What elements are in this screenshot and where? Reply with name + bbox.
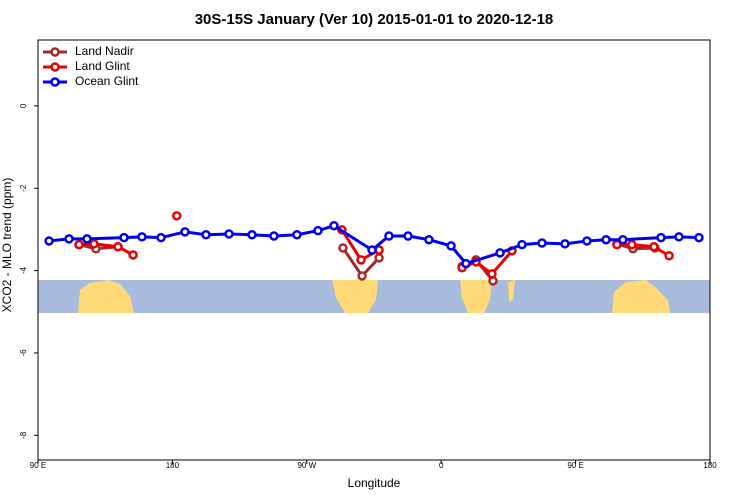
point xyxy=(171,211,182,221)
series-line xyxy=(78,242,656,282)
point xyxy=(627,239,637,250)
point xyxy=(537,238,547,248)
series-line xyxy=(48,224,700,266)
point xyxy=(224,229,234,239)
point xyxy=(403,231,413,241)
point xyxy=(313,225,323,236)
x-tick-label: 90 E xyxy=(30,461,46,470)
point xyxy=(560,239,570,249)
point xyxy=(601,234,611,245)
point xyxy=(656,232,666,243)
x-tick-label: 0 xyxy=(439,461,444,470)
point xyxy=(89,239,99,249)
legend-marker xyxy=(50,77,60,87)
point xyxy=(269,231,279,241)
point xyxy=(247,230,257,240)
x-tick-label: 90 W xyxy=(297,461,316,470)
point xyxy=(128,250,138,260)
point xyxy=(82,234,92,244)
point xyxy=(338,243,348,253)
point xyxy=(664,251,674,261)
point xyxy=(582,236,592,246)
point xyxy=(461,258,471,269)
chart-title: 30S-15S January (Ver 10) 2015-01-01 to 2… xyxy=(195,11,554,28)
y-tick-label: -6 xyxy=(19,349,28,357)
point xyxy=(137,232,147,242)
legend-marker xyxy=(50,47,60,57)
x-tick-label: 90 E xyxy=(567,461,583,470)
x-axis-label: Longitude xyxy=(348,476,401,490)
point xyxy=(384,231,394,241)
y-tick-label: -8 xyxy=(19,431,28,439)
point xyxy=(74,239,84,250)
legend-label: Land Glint xyxy=(75,59,130,73)
point xyxy=(356,255,366,265)
point xyxy=(119,232,129,243)
point xyxy=(618,234,628,245)
point xyxy=(357,271,367,281)
point xyxy=(424,234,434,245)
point xyxy=(201,230,211,240)
map-band xyxy=(38,280,710,313)
point xyxy=(674,232,684,242)
point xyxy=(517,239,527,250)
legend-label: Land Nadir xyxy=(75,44,134,58)
x-tick-label: 180 xyxy=(703,461,717,470)
x-tick-label: 180 xyxy=(166,461,180,470)
legend-label: Ocean Glint xyxy=(75,74,139,88)
point xyxy=(649,241,659,252)
point xyxy=(180,227,190,237)
y-tick-label: -4 xyxy=(19,266,28,274)
point xyxy=(156,232,166,243)
point xyxy=(113,241,123,252)
y-tick-label: -2 xyxy=(19,184,28,192)
point xyxy=(374,253,384,263)
point xyxy=(487,269,497,279)
point xyxy=(44,236,54,246)
point xyxy=(292,230,302,240)
y-tick-label: 0 xyxy=(19,103,28,108)
point xyxy=(329,220,339,231)
point xyxy=(64,234,74,244)
point xyxy=(446,241,456,251)
y-axis-label: XCO2 - MLO trend (ppm) xyxy=(0,178,14,313)
legend-marker xyxy=(50,62,60,72)
point xyxy=(367,245,377,255)
plot-frame xyxy=(37,39,711,461)
point xyxy=(694,232,704,243)
point xyxy=(495,248,505,258)
